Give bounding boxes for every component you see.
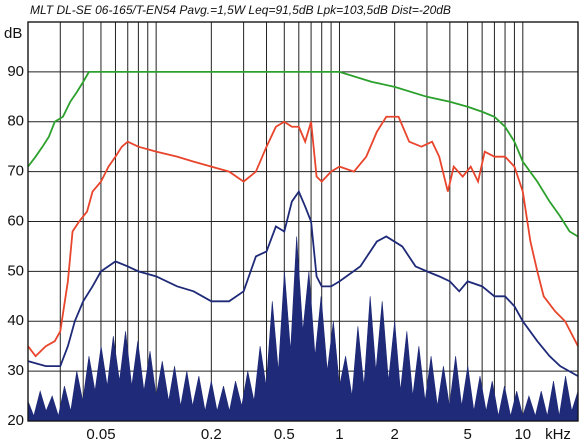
chart-title: MLT DL-SE 06-165/T-EN54 Pavg.=1,5W Leq=9… <box>30 3 451 17</box>
x-tick-label: 2 <box>390 426 398 443</box>
spectrum-area <box>27 236 579 422</box>
y-tick-label: 40 <box>7 312 24 329</box>
x-tick-label: 0.05 <box>86 426 115 443</box>
x-tick-label: 5 <box>463 426 471 443</box>
plot-border <box>27 21 579 422</box>
y-tick-label: 60 <box>7 212 24 229</box>
y-tick-label: 70 <box>7 163 24 180</box>
x-tick-label: 1 <box>335 426 343 443</box>
y-tick-label: 80 <box>7 113 24 130</box>
x-tick-label: 10 <box>514 426 531 443</box>
x-unit-label: kHz <box>545 426 571 443</box>
x-tick-label: 0.5 <box>274 426 295 443</box>
y-tick-label: 90 <box>7 63 24 80</box>
y-tick-label: 20 <box>7 412 24 429</box>
series-line <box>27 70 579 238</box>
y-tick-label: 30 <box>7 362 24 379</box>
series-line <box>27 189 579 377</box>
y-axis-label: dB <box>4 25 22 42</box>
series-line <box>27 115 579 358</box>
y-tick-label: 50 <box>7 262 24 279</box>
x-tick-label: 0.2 <box>201 426 222 443</box>
